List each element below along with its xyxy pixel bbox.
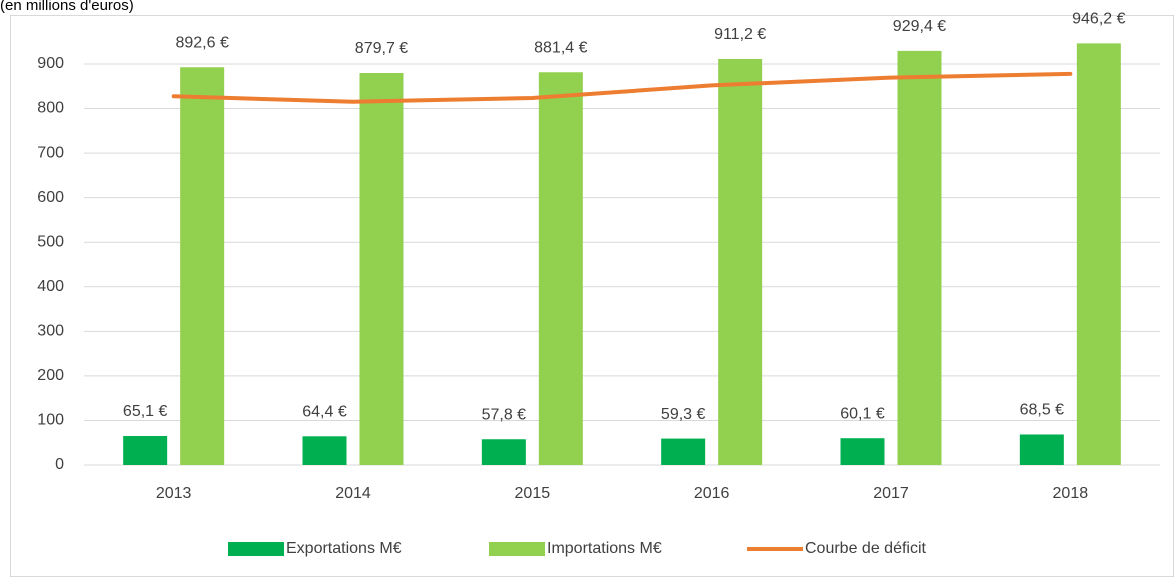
line <box>171 71 1073 104</box>
chart-frame <box>10 15 1174 577</box>
bar <box>359 73 404 465</box>
bar <box>538 72 583 465</box>
legend-swatch <box>228 542 284 556</box>
y-tick-label: 600 <box>37 189 64 206</box>
bar <box>481 439 526 465</box>
data-label: 911,2 € <box>714 26 766 43</box>
x-tick-label: 2014 <box>335 485 371 502</box>
y-tick-label: 700 <box>37 144 64 161</box>
data-label: 64,4 € <box>302 404 347 421</box>
bar <box>180 67 225 465</box>
y-tick-label: 200 <box>37 367 64 384</box>
bar <box>661 438 706 465</box>
y-tick-label: 0 <box>55 456 64 473</box>
bar <box>302 436 347 465</box>
chart-subtitle: (en millions d'euros) <box>0 0 134 14</box>
x-tick-label: 2018 <box>1053 485 1089 502</box>
data-label: 929,4 € <box>893 18 946 35</box>
y-tick-label: 900 <box>37 55 64 72</box>
x-tick-label: 2015 <box>515 485 551 502</box>
y-tick-label: 800 <box>37 100 64 117</box>
legend-label: Courbe de déficit <box>805 540 927 557</box>
y-tick-label: 100 <box>37 412 64 429</box>
x-tick-label: 2016 <box>694 485 730 502</box>
y-tick-label: 500 <box>37 233 64 250</box>
bar <box>1019 434 1064 465</box>
x-tick-label: 2017 <box>873 485 909 502</box>
legend-swatch <box>489 542 545 556</box>
data-label: 59,3 € <box>661 406 706 423</box>
x-tick-label: 2013 <box>156 485 192 502</box>
data-label: 57,8 € <box>482 406 527 423</box>
bar <box>840 438 885 465</box>
data-label: 68,5 € <box>1020 402 1065 419</box>
y-tick-label: 400 <box>37 278 64 295</box>
y-tick-label: 300 <box>37 323 64 340</box>
data-label: 946,2 € <box>1072 11 1125 28</box>
bar <box>1076 43 1121 465</box>
data-label: 60,1 € <box>840 405 885 422</box>
bar <box>718 58 763 466</box>
bar <box>123 435 168 465</box>
legend-label: Exportations M€ <box>286 540 402 557</box>
data-label: 65,1 € <box>123 403 168 420</box>
data-label: 881,4 € <box>534 39 587 56</box>
data-label: 892,6 € <box>175 34 228 51</box>
data-label: 879,7 € <box>355 40 408 57</box>
legend-label: Importations M€ <box>547 540 662 557</box>
bar <box>897 50 942 465</box>
